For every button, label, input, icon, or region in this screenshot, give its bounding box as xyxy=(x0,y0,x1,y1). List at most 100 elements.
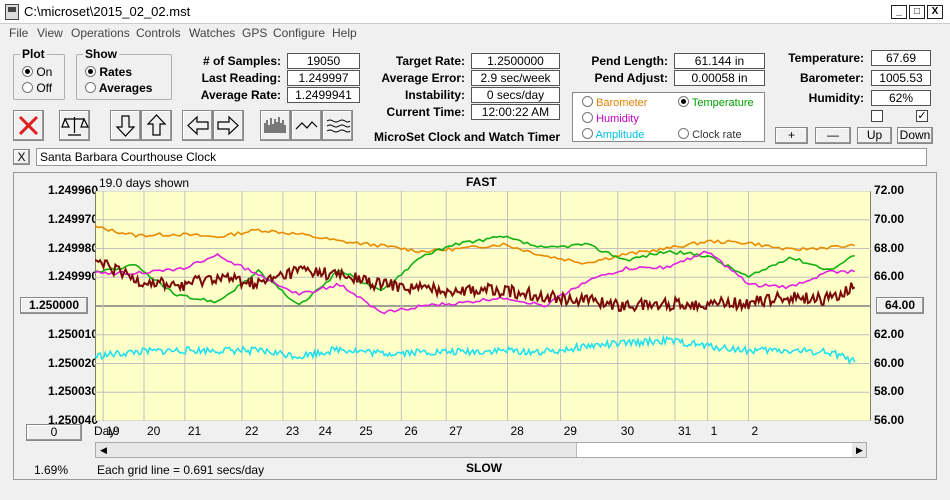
bar-view-button[interactable] xyxy=(260,110,291,141)
slow-label: SLOW xyxy=(466,461,502,475)
stop-button[interactable] xyxy=(13,110,44,141)
menu-view[interactable]: View xyxy=(37,26,63,40)
show-averages-radio[interactable]: Averages xyxy=(85,81,152,95)
clock-name-field[interactable]: Santa Barbara Courthouse Clock xyxy=(36,148,927,166)
radio-icon xyxy=(678,128,689,139)
y-right-tick: 60.00 xyxy=(874,355,905,370)
balance-button[interactable] xyxy=(59,110,90,141)
barometer-label: Barometer: xyxy=(799,71,864,85)
right-arrow-button[interactable] xyxy=(213,110,244,141)
scroll-left-arrow-icon[interactable]: ◀ xyxy=(100,445,107,455)
y-left-tick: 1.249960 xyxy=(47,183,98,197)
arrow-right-icon xyxy=(217,115,239,136)
up-arrow-button[interactable] xyxy=(141,110,172,141)
x-day-tick: 29 xyxy=(563,424,577,438)
sensor-option-amplitude[interactable]: Amplitude xyxy=(582,128,644,141)
x-day-tick: 19 xyxy=(106,424,120,438)
scale-down-button[interactable]: Down xyxy=(897,127,933,144)
histogram-icon xyxy=(264,117,286,133)
sensor-option-temperature[interactable]: Temperature xyxy=(678,96,754,109)
x-day-tick: 2 xyxy=(751,424,759,438)
show-group: Show Rates Averages xyxy=(76,47,172,100)
last-reading-field: 1.249997 xyxy=(287,70,360,86)
radio-icon xyxy=(582,96,593,107)
plot-on-radio[interactable]: On xyxy=(22,65,52,79)
fast-label: FAST xyxy=(466,175,497,189)
sensor-select-box: Barometer Temperature Humidity Amplitude… xyxy=(572,92,765,142)
y-right-tick: 66.00 xyxy=(874,269,905,284)
day-label: Day: xyxy=(94,424,119,438)
humidity-field: 62% xyxy=(871,90,931,106)
x-day-tick: 26 xyxy=(404,424,418,438)
offset-button[interactable]: 0 xyxy=(26,424,82,441)
menu-configure[interactable]: Configure xyxy=(273,26,326,40)
samples-field: 19050 xyxy=(287,53,360,69)
arrow-left-icon xyxy=(187,115,209,136)
target-rate-field[interactable]: 1.2500000 xyxy=(471,53,560,69)
temperature-label: Temperature: xyxy=(788,51,864,65)
clear-name-button[interactable]: X xyxy=(13,149,30,165)
scale-minus-button[interactable]: — xyxy=(815,127,851,144)
current-time-field: 12:00:22 AM xyxy=(471,104,560,120)
pend-length-field[interactable]: 61.144 in xyxy=(674,53,765,69)
plot-off-radio[interactable]: Off xyxy=(22,81,52,95)
chart-panel: 19.0 days shown FAST SLOW Each grid line… xyxy=(13,172,937,480)
line-view-button[interactable] xyxy=(291,110,322,141)
option-checkbox-2[interactable]: ✓ xyxy=(916,110,928,122)
minimize-button[interactable]: _ xyxy=(891,5,907,19)
arrow-up-icon xyxy=(146,114,167,136)
squiggle-lines-icon xyxy=(326,119,351,133)
pend-length-label: Pend Length: xyxy=(591,54,668,68)
radio-icon xyxy=(582,128,593,139)
show-rates-radio[interactable]: Rates xyxy=(85,65,132,79)
sensor-option-barometer[interactable]: Barometer xyxy=(582,96,647,109)
scroll-right-arrow-icon[interactable]: ▶ xyxy=(856,445,863,455)
maximize-button[interactable]: □ xyxy=(909,5,925,19)
x-day-tick: 27 xyxy=(449,424,463,438)
series-line-clock-rate xyxy=(95,258,856,313)
menu-controls[interactable]: Controls xyxy=(136,26,181,40)
sensor-option-clock-rate[interactable]: Clock rate xyxy=(678,128,742,141)
menu-file[interactable]: File xyxy=(9,26,29,40)
app-label: MicroSet Clock and Watch Timer xyxy=(374,130,561,144)
scale-up-button[interactable]: Up xyxy=(857,127,892,144)
menu-bar: File View Operations Controls Watches GP… xyxy=(0,24,950,42)
y-right-tick: 62.00 xyxy=(874,326,905,341)
menu-help[interactable]: Help xyxy=(332,26,357,40)
percent-label: 1.69% xyxy=(34,463,69,477)
current-time-label: Current Time: xyxy=(386,105,465,119)
balance-scale-icon xyxy=(61,117,89,136)
y-left-tick: 1.249980 xyxy=(47,240,98,255)
radio-icon xyxy=(85,82,96,93)
days-shown-label: 19.0 days shown xyxy=(99,176,190,190)
sensor-option-humidity[interactable]: Humidity xyxy=(582,112,639,125)
y-right-tick: 72.00 xyxy=(874,183,905,197)
center-sensor-button[interactable]: 64.00 xyxy=(876,297,924,314)
smooth-view-button[interactable] xyxy=(322,110,353,141)
scrollbar-thumb[interactable] xyxy=(576,443,852,457)
series-line-temperature xyxy=(95,235,855,306)
menu-watches[interactable]: Watches xyxy=(189,26,236,40)
y-left-tick: 1.250030 xyxy=(47,384,98,399)
title-bar: C:\microset\2015_02_02.mst _ □ X xyxy=(0,0,950,24)
close-button[interactable]: X xyxy=(927,5,943,19)
menu-operations[interactable]: Operations xyxy=(71,26,130,40)
x-day-tick: 20 xyxy=(147,424,161,438)
menu-gps[interactable]: GPS xyxy=(242,26,268,40)
option-checkbox-1[interactable] xyxy=(871,110,883,122)
scale-plus-button[interactable]: + xyxy=(775,127,808,144)
down-arrow-button[interactable] xyxy=(110,110,141,141)
left-arrow-button[interactable] xyxy=(182,110,213,141)
radio-icon xyxy=(85,66,96,77)
y-left-tick: 1.249970 xyxy=(47,211,98,226)
x-day-tick: 1 xyxy=(710,424,718,438)
time-scrollbar[interactable]: ◀ ▶ xyxy=(95,442,867,458)
series-line-amplitude xyxy=(95,334,856,366)
average-rate-field: 1.2499941 xyxy=(287,87,360,103)
y-left-tick: 1.249990 xyxy=(47,269,98,284)
center-rate-button[interactable]: 1.250000 xyxy=(20,297,88,314)
series-line-barometer xyxy=(95,225,855,265)
radio-icon xyxy=(22,66,33,77)
target-rate-label: Target Rate: xyxy=(395,54,465,68)
plot-group: Plot On Off xyxy=(13,47,65,100)
